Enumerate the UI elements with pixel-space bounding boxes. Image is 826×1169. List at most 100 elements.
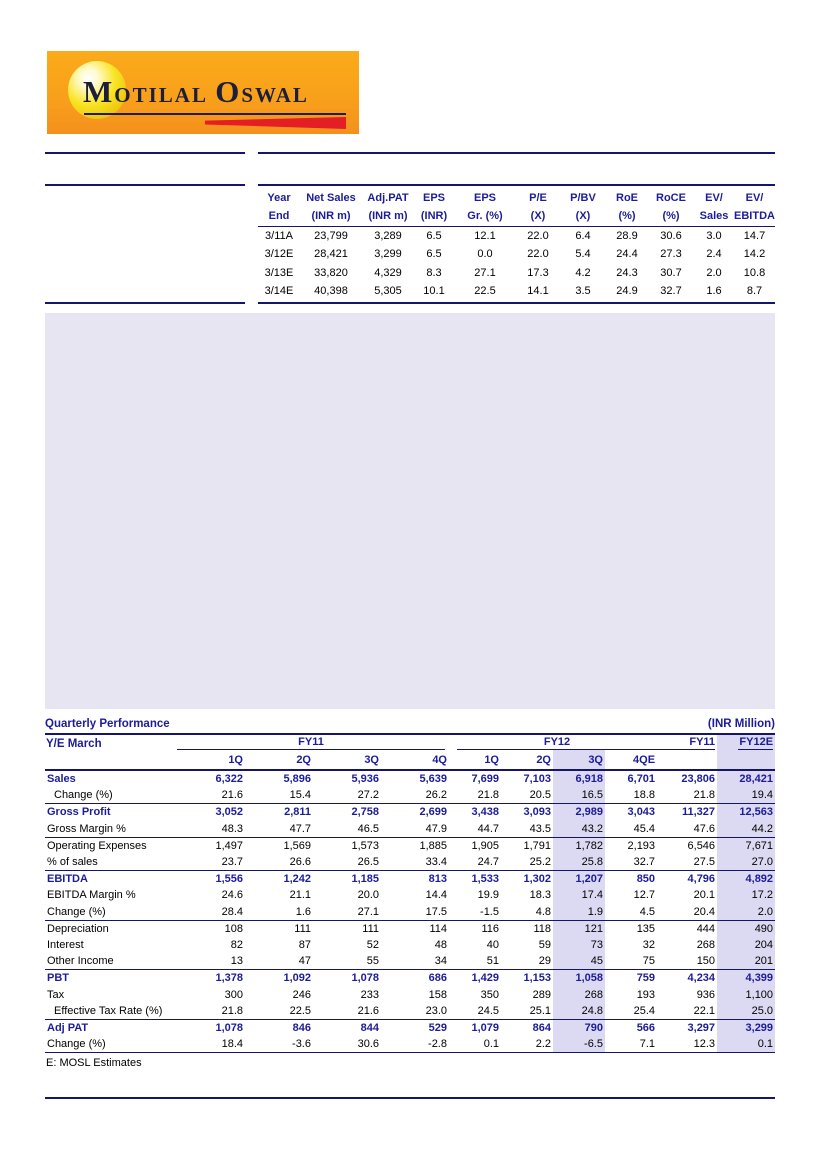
value-cell: 3.0 bbox=[706, 230, 722, 242]
summary-header: P/BV (X) bbox=[560, 189, 606, 227]
value-cell: 5,936 bbox=[351, 773, 379, 785]
row-label: Gross Profit bbox=[47, 806, 111, 819]
value-cell: 4,796 bbox=[687, 873, 716, 886]
value-cell: 24.8 bbox=[553, 1002, 605, 1021]
value-cell: 33,820 bbox=[314, 266, 348, 279]
value-cell: 1,242 bbox=[283, 873, 311, 886]
section-title: Quarterly Performance bbox=[45, 718, 170, 730]
value-cell: 444 bbox=[696, 922, 716, 935]
value-cell: 566 bbox=[636, 1022, 656, 1035]
value-cell: 0.1 bbox=[449, 1036, 501, 1054]
table-row: 3/14E 40,398 5,305 10.1 22.5 14.1 3.5 24.9 32.7 1… bbox=[258, 282, 775, 300]
row-label: Adj PAT bbox=[47, 1022, 89, 1035]
value-cell: 47.6 bbox=[657, 820, 718, 838]
quarter-header: 3Q bbox=[313, 750, 381, 771]
value-cell: 32.7 bbox=[660, 285, 682, 298]
value-cell: 1,078 bbox=[215, 1022, 243, 1035]
value-cell: 73 bbox=[553, 937, 605, 954]
value-cell: 6,701 bbox=[627, 773, 656, 785]
table-row: PBT 1,378 1,092 1,078 686 1,429 1,153 1,058 759 4… bbox=[45, 969, 776, 987]
rule-left-mid bbox=[45, 184, 245, 186]
value-cell: 27.1 bbox=[474, 266, 496, 279]
value-cell: 121 bbox=[553, 920, 605, 938]
row-label: Tax bbox=[47, 988, 65, 1001]
value-cell: 2,193 bbox=[627, 839, 656, 852]
financial-summary: Year End Net Sales (INR m) Adj.PAT (INR m) … bbox=[258, 189, 775, 301]
rule-right-bottom bbox=[258, 302, 775, 304]
value-cell: 5.4 bbox=[575, 248, 591, 261]
table-row: 3/13E 33,820 4,329 8.3 27.1 17.3 4.2 24.3 30.7 2.… bbox=[258, 264, 775, 282]
value-cell: 22.5 bbox=[245, 1002, 313, 1021]
summary-header: RoCE (%) bbox=[648, 189, 694, 227]
logo-sun-icon bbox=[68, 61, 126, 119]
value-cell: 18.8 bbox=[605, 787, 658, 805]
value-cell: 52 bbox=[366, 939, 379, 952]
value-cell: 21.8 bbox=[657, 787, 718, 805]
value-cell: 846 bbox=[292, 1022, 311, 1035]
value-cell: 7,103 bbox=[523, 773, 551, 785]
table-row: % of sales 23.7 26.6 26.5 33.4 24.7 25.2 25.8 32… bbox=[45, 854, 776, 872]
value-cell: 10.8 bbox=[743, 266, 766, 279]
value-cell: 3.5 bbox=[575, 285, 591, 298]
value-cell: 34 bbox=[381, 953, 449, 971]
value-cell: 1,378 bbox=[215, 972, 243, 985]
value-cell: 4,399 bbox=[717, 969, 776, 987]
estimates-footnote: E: MOSL Estimates bbox=[46, 1057, 142, 1070]
value-cell: 19.4 bbox=[717, 787, 776, 805]
fy11-group-header: FY11 bbox=[177, 735, 449, 750]
row-label: Effective Tax Rate (%) bbox=[45, 1002, 177, 1021]
value-cell: 6.4 bbox=[575, 230, 591, 242]
value-cell: 82 bbox=[230, 939, 243, 952]
value-cell: 27.5 bbox=[657, 854, 718, 872]
row-label: Other Income bbox=[45, 953, 177, 971]
empty-header-cell bbox=[717, 750, 776, 771]
value-cell: 14.4 bbox=[425, 889, 447, 902]
value-cell: 1.6 bbox=[706, 285, 722, 298]
value-cell: 0.0 bbox=[477, 248, 493, 261]
value-cell: 529 bbox=[428, 1022, 447, 1035]
value-cell: 10.1 bbox=[423, 285, 445, 298]
value-cell: 18.4 bbox=[177, 1036, 245, 1054]
summary-header: P/E (X) bbox=[516, 189, 560, 227]
row-label: Interest bbox=[47, 939, 84, 952]
value-cell: 4,234 bbox=[687, 972, 716, 985]
value-cell: 21.8 bbox=[177, 1002, 245, 1021]
value-cell: 111 bbox=[362, 922, 379, 935]
value-cell: 16.5 bbox=[553, 787, 605, 805]
value-cell: 201 bbox=[717, 953, 776, 971]
value-cell: 686 bbox=[428, 972, 447, 985]
quarterly-table: Y/E March FY11 FY12 FY11 FY12E 1Q 2Q 3Q … bbox=[45, 735, 776, 1054]
value-cell: 12.3 bbox=[657, 1036, 718, 1054]
value-cell: 44.2 bbox=[717, 820, 776, 838]
row-label: % of sales bbox=[45, 854, 177, 872]
rule-right-top bbox=[258, 152, 775, 154]
value-cell: 46.5 bbox=[313, 820, 381, 838]
summary-header: EV/Sales bbox=[694, 189, 734, 227]
value-cell: 15.4 bbox=[245, 787, 313, 805]
logo-letter: M bbox=[83, 74, 115, 109]
quarter-header: 4Q bbox=[381, 750, 449, 771]
logo-letter: OTILAL bbox=[114, 83, 208, 107]
value-cell: 2,758 bbox=[351, 806, 379, 819]
value-cell: 27.2 bbox=[313, 787, 381, 805]
quarterly-title-bar: Quarterly Performance (INR Million) bbox=[45, 716, 775, 735]
value-cell: 1,092 bbox=[283, 972, 311, 985]
value-cell: 289 bbox=[532, 988, 551, 1001]
value-cell: 20.5 bbox=[501, 787, 553, 805]
row-label: 3/11A bbox=[265, 230, 293, 242]
value-cell: 21.6 bbox=[177, 787, 245, 805]
row-label: 3/13E bbox=[264, 266, 294, 279]
value-cell: 28.4 bbox=[177, 903, 245, 921]
empty-header-cell bbox=[45, 750, 177, 771]
value-cell: 3,093 bbox=[523, 806, 551, 819]
value-cell: 1,078 bbox=[351, 972, 379, 985]
value-cell: 22.0 bbox=[527, 248, 549, 261]
value-cell: 2,699 bbox=[419, 806, 447, 819]
value-cell: 1,058 bbox=[553, 969, 605, 987]
value-cell: 22.5 bbox=[474, 285, 496, 298]
fiscal-year-header-row: Y/E March FY11 FY12 FY11 FY12E bbox=[45, 735, 776, 750]
value-cell: 2,811 bbox=[284, 806, 311, 819]
row-label: Change (%) bbox=[45, 903, 177, 921]
value-cell: 1,497 bbox=[215, 839, 243, 852]
table-row: Operating Expenses 1,497 1,569 1,573 1,885 1,… bbox=[45, 837, 776, 855]
